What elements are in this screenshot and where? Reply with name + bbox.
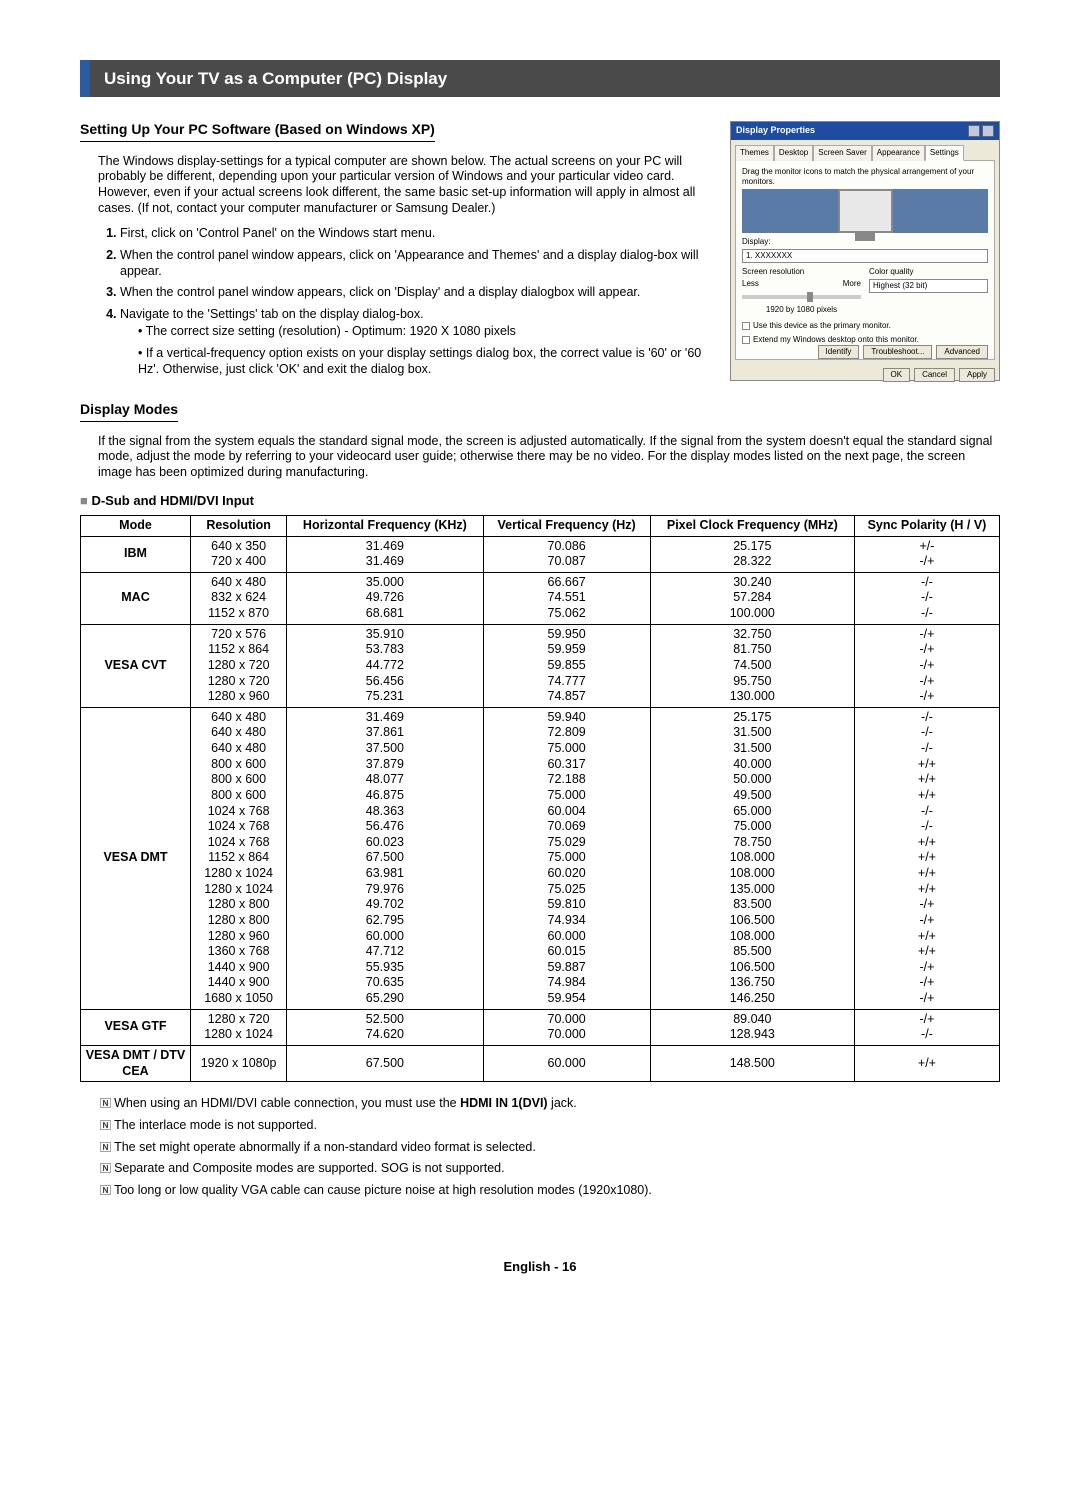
table-cell: +/--/+ <box>854 536 999 572</box>
tab-themes[interactable]: Themes <box>735 145 774 161</box>
table-cell: 67.500 <box>287 1045 483 1081</box>
table-cell: 30.24057.284100.000 <box>650 572 854 624</box>
quality-select[interactable]: Highest (32 bit) <box>869 279 988 293</box>
table-cell: 25.17531.50031.50040.00050.00049.50065.0… <box>650 707 854 1009</box>
primary-checkbox[interactable]: Use this device as the primary monitor. <box>742 321 988 331</box>
tab-desktop[interactable]: Desktop <box>774 145 813 161</box>
dialog-titlebar: Display Properties <box>731 122 999 140</box>
table-mode-cell: VESA GTF <box>81 1009 191 1045</box>
table-cell: -/--/--/- <box>854 572 999 624</box>
step-2: When the control panel window appears, c… <box>120 248 718 279</box>
setup-heading: Setting Up Your PC Software (Based on Wi… <box>80 121 435 142</box>
table-cell: 60.000 <box>483 1045 650 1081</box>
display-properties-dialog: Display Properties Themes Desktop Screen… <box>730 121 1000 381</box>
table-mode-cell: VESA DMT / DTV CEA <box>81 1045 191 1081</box>
table-cell: 35.91053.78344.77256.45675.231 <box>287 624 483 707</box>
note-item: Too long or low quality VGA cable can ca… <box>100 1183 1000 1199</box>
troubleshoot-button[interactable]: Troubleshoot... <box>863 345 932 359</box>
cancel-button[interactable]: Cancel <box>914 368 955 382</box>
table-cell: -/+-/+-/+-/+-/+ <box>854 624 999 707</box>
col-pclk: Pixel Clock Frequency (MHz) <box>650 515 854 536</box>
extend-checkbox[interactable]: Extend my Windows desktop onto this moni… <box>742 335 988 345</box>
table-cell: 1280 x 7201280 x 1024 <box>191 1009 287 1045</box>
ok-button[interactable]: OK <box>883 368 911 382</box>
step-1: First, click on 'Control Panel' on the W… <box>120 226 718 242</box>
apply-button[interactable]: Apply <box>959 368 995 382</box>
table-cell: 59.94072.80975.00060.31772.18875.00060.0… <box>483 707 650 1009</box>
page-footer: English - 16 <box>80 1259 1000 1275</box>
table-cell: 32.75081.75074.50095.750130.000 <box>650 624 854 707</box>
note-item: Separate and Composite modes are support… <box>100 1161 1000 1177</box>
col-sync: Sync Polarity (H / V) <box>854 515 999 536</box>
col-mode: Mode <box>81 515 191 536</box>
note-item: When using an HDMI/DVI cable connection,… <box>100 1096 1000 1112</box>
table-cell: +/+ <box>854 1045 999 1081</box>
col-vfreq: Vertical Frequency (Hz) <box>483 515 650 536</box>
close-icon[interactable] <box>982 125 994 137</box>
table-cell: 720 x 5761152 x 8641280 x 7201280 x 7201… <box>191 624 287 707</box>
setup-intro: The Windows display-settings for a typic… <box>98 154 718 217</box>
table-mode-cell: IBM <box>81 536 191 572</box>
table-cell: 35.00049.72668.681 <box>287 572 483 624</box>
table-cell: 66.66774.55175.062 <box>483 572 650 624</box>
table-cell: 52.50074.620 <box>287 1009 483 1045</box>
table-mode-cell: VESA CVT <box>81 624 191 707</box>
note-item: The set might operate abnormally if a no… <box>100 1140 1000 1156</box>
table-cell: 31.46937.86137.50037.87948.07746.87548.3… <box>287 707 483 1009</box>
page-banner: Using Your TV as a Computer (PC) Display <box>80 60 1000 97</box>
table-cell: 70.00070.000 <box>483 1009 650 1045</box>
notes-list: When using an HDMI/DVI cable connection,… <box>100 1096 1000 1199</box>
resolution-slider[interactable] <box>742 295 861 299</box>
resolution-value: 1920 by 1080 pixels <box>742 305 861 315</box>
table-cell: 148.500 <box>650 1045 854 1081</box>
table-cell: 25.17528.322 <box>650 536 854 572</box>
table-cell: 70.08670.087 <box>483 536 650 572</box>
drag-text: Drag the monitor icons to match the phys… <box>742 167 988 187</box>
dsub-heading: D-Sub and HDMI/DVI Input <box>80 493 1000 509</box>
col-resolution: Resolution <box>191 515 287 536</box>
setup-steps: First, click on 'Control Panel' on the W… <box>120 226 718 377</box>
table-cell: 640 x 480832 x 6241152 x 870 <box>191 572 287 624</box>
resolution-label: Screen resolution <box>742 267 861 277</box>
section-display-modes: Display Modes If the signal from the sys… <box>80 401 1000 1199</box>
table-cell: 1920 x 1080p <box>191 1045 287 1081</box>
table-mode-cell: MAC <box>81 572 191 624</box>
table-cell: -/+-/- <box>854 1009 999 1045</box>
monitor-icon[interactable] <box>838 189 893 233</box>
step-4: Navigate to the 'Settings' tab on the di… <box>120 307 718 378</box>
tab-screensaver[interactable]: Screen Saver <box>813 145 871 161</box>
display-modes-heading: Display Modes <box>80 401 178 422</box>
table-mode-cell: VESA DMT <box>81 707 191 1009</box>
monitor-preview <box>742 189 988 233</box>
identify-button[interactable]: Identify <box>818 345 860 359</box>
step4-sub2: If a vertical-frequency option exists on… <box>138 346 718 377</box>
step4-sub1: The correct size setting (resolution) - … <box>138 324 718 340</box>
display-select[interactable]: 1. XXXXXXX <box>742 249 988 263</box>
table-cell: -/--/--/-+/++/++/+-/--/-+/++/++/++/+-/+-… <box>854 707 999 1009</box>
tab-settings[interactable]: Settings <box>925 145 964 161</box>
dialog-tabs: Themes Desktop Screen Saver Appearance S… <box>731 140 999 160</box>
col-hfreq: Horizontal Frequency (KHz) <box>287 515 483 536</box>
section-setup: Setting Up Your PC Software (Based on Wi… <box>80 121 1000 383</box>
quality-label: Color quality <box>869 267 988 277</box>
note-item: The interlace mode is not supported. <box>100 1118 1000 1134</box>
tab-appearance[interactable]: Appearance <box>872 145 925 161</box>
table-cell: 640 x 480640 x 480640 x 480800 x 600800 … <box>191 707 287 1009</box>
advanced-button[interactable]: Advanced <box>936 345 988 359</box>
display-modes-intro: If the signal from the system equals the… <box>98 434 1000 481</box>
display-modes-table: Mode Resolution Horizontal Frequency (KH… <box>80 515 1000 1082</box>
table-cell: 89.040128.943 <box>650 1009 854 1045</box>
step-3: When the control panel window appears, c… <box>120 285 718 301</box>
table-cell: 640 x 350720 x 400 <box>191 536 287 572</box>
help-icon[interactable] <box>968 125 980 137</box>
table-cell: 31.46931.469 <box>287 536 483 572</box>
table-cell: 59.95059.95959.85574.77774.857 <box>483 624 650 707</box>
